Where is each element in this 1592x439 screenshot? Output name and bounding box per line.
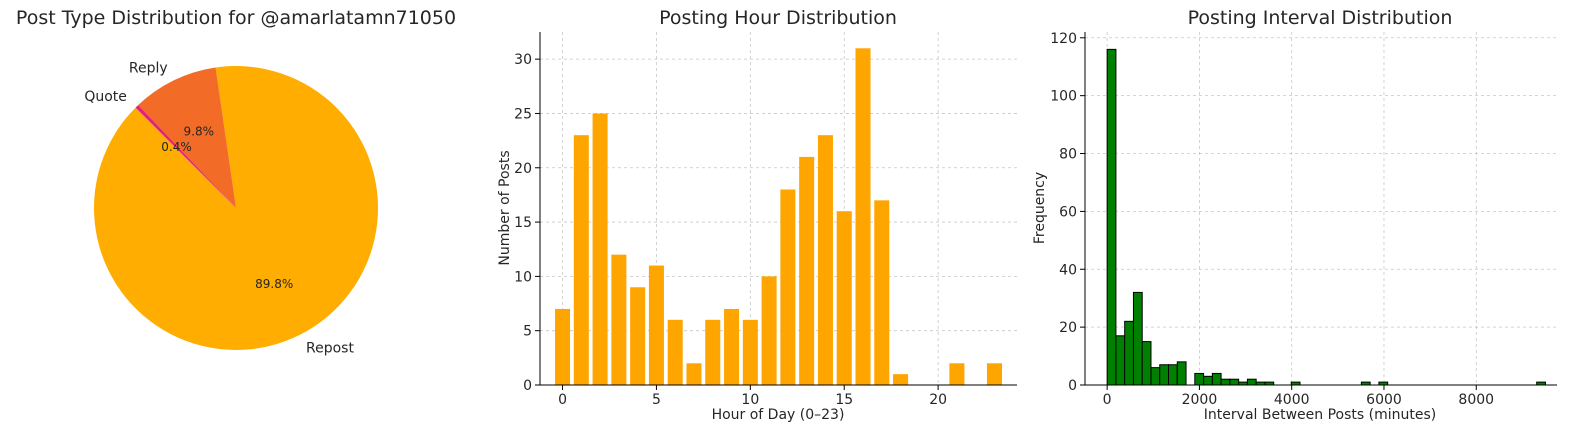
y-tick-label: 100 — [1050, 89, 1077, 105]
hour-bar — [667, 319, 683, 385]
pie-slice-repost — [93, 65, 378, 350]
hour-bar — [855, 48, 871, 385]
x-tick-label: 15 — [835, 392, 853, 408]
x-tick-label: 0 — [558, 392, 567, 408]
pie-pct-quote: 0.4% — [161, 140, 192, 154]
hour-bar — [874, 200, 890, 385]
y-tick-label: 30 — [514, 52, 532, 68]
hour-bar — [986, 363, 1002, 385]
histogram-bar — [1150, 367, 1161, 386]
interval-chart-bars — [1106, 48, 1546, 386]
x-tick-label: 20 — [929, 392, 947, 408]
hour-bar — [761, 276, 777, 385]
histogram-bar — [1115, 335, 1126, 386]
pie-label-reply: Reply — [129, 61, 168, 77]
hour-chart-title: Posting Hour Distribution — [659, 7, 897, 29]
pie-slice-quote — [135, 105, 236, 208]
interval-chart-y-axis-label: Frequency — [1032, 172, 1048, 244]
pie-label-quote: Quote — [84, 89, 127, 105]
histogram-bar — [1203, 375, 1213, 386]
y-tick-label: 0 — [1068, 378, 1077, 394]
histogram-bar — [1220, 378, 1231, 386]
y-tick-label: 80 — [1059, 147, 1077, 163]
pie-chart-title: Post Type Distribution for @amarlatamn71… — [16, 7, 456, 29]
hour-bar — [949, 363, 965, 385]
interval-chart-title: Posting Interval Distribution — [1188, 7, 1453, 29]
y-tick-label: 40 — [1059, 262, 1077, 278]
hour-bar — [630, 287, 646, 385]
hour-bar — [686, 363, 702, 385]
histogram-bar — [1211, 372, 1222, 386]
histogram-bar — [1176, 361, 1187, 386]
hour-chart-axes: 0 5 10 15 20 0 5 10 15 20 25 30 — [514, 32, 1017, 408]
histogram-bar — [1106, 48, 1117, 386]
pie-label-repost: Repost — [306, 341, 354, 357]
pie-pct-repost: 89.8% — [255, 277, 293, 291]
hour-chart-x-axis-label: Hour of Day (0–23) — [712, 407, 845, 423]
hour-bar — [705, 319, 721, 385]
y-tick-label: 120 — [1050, 31, 1077, 47]
y-tick-label: 60 — [1059, 204, 1077, 220]
y-tick-label: 20 — [514, 161, 532, 177]
pie-labels: Repost 89.8% Reply 9.8% Quote 0.4% — [84, 61, 354, 357]
x-tick-label: 0 — [1103, 392, 1112, 408]
y-tick-label: 25 — [514, 106, 532, 122]
hour-bar — [592, 113, 608, 386]
hour-bar — [742, 319, 758, 385]
y-tick-label: 20 — [1059, 320, 1077, 336]
histogram-bar — [1168, 364, 1178, 386]
hour-bar — [611, 254, 627, 385]
x-tick-label: 8000 — [1458, 392, 1494, 408]
histogram-bar — [1246, 378, 1257, 386]
hour-bar — [817, 135, 833, 385]
y-tick-label: 15 — [514, 215, 532, 231]
pie-slices — [93, 65, 378, 350]
histogram-bar — [1141, 341, 1152, 386]
hour-bar — [648, 265, 664, 385]
histogram-bar — [1194, 372, 1205, 386]
hour-bar — [893, 374, 909, 385]
hour-bar — [555, 308, 571, 385]
interval-chart-panel: Posting Interval Distribution 0 2000 4000 6… — [1032, 7, 1557, 423]
pie-pct-reply: 9.8% — [184, 124, 215, 138]
hour-bar — [836, 211, 852, 385]
x-tick-label: 6000 — [1366, 392, 1402, 408]
histogram-bar — [1124, 320, 1134, 386]
x-tick-label: 4000 — [1274, 392, 1310, 408]
histogram-bar — [1229, 378, 1240, 386]
histogram-bar — [1132, 291, 1143, 386]
hour-bar — [573, 135, 589, 385]
interval-chart-grid — [1085, 32, 1557, 386]
hour-chart-bars — [555, 48, 1002, 386]
y-tick-label: 10 — [514, 269, 532, 285]
pie-chart-panel: Post Type Distribution for @amarlatamn71… — [16, 7, 456, 357]
pie-slice-reply — [138, 67, 236, 208]
hour-chart-y-axis-label: Number of Posts — [497, 150, 513, 265]
hour-bar — [799, 156, 815, 385]
hour-bar — [724, 308, 740, 385]
interval-chart-x-axis-label: Interval Between Posts (minutes) — [1204, 407, 1436, 423]
y-tick-label: 0 — [523, 378, 532, 394]
interval-chart-axes: 0 2000 4000 6000 8000 0 20 40 60 80 100 120 — [1050, 31, 1557, 408]
histogram-bar — [1159, 364, 1170, 386]
x-tick-label: 5 — [652, 392, 661, 408]
y-tick-label: 5 — [523, 324, 532, 340]
hour-chart-panel: Posting Hour Distribution 0 5 10 15 20 0 5 10 15… — [497, 7, 1017, 423]
x-tick-label: 10 — [741, 392, 759, 408]
x-tick-label: 2000 — [1182, 392, 1218, 408]
hour-bar — [780, 189, 796, 385]
